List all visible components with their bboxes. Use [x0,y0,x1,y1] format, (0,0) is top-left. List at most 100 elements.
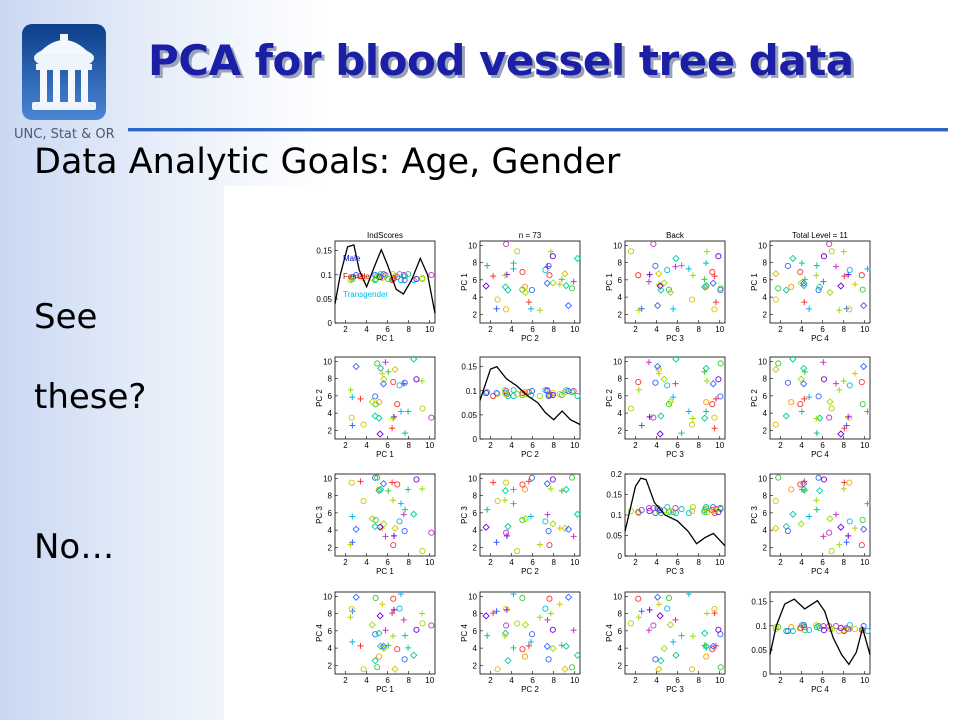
data-point [379,480,388,488]
data-point [545,262,552,269]
data-point [788,624,795,631]
data-point [816,487,824,495]
x-axis-label: PC 1 [376,685,394,694]
data-point [717,360,724,367]
data-point [561,270,569,278]
x-tick-label: 6 [820,558,825,567]
data-point [664,605,671,612]
data-point [715,376,722,383]
y-tick-label: 2 [328,426,333,435]
data-point [672,616,679,623]
data-point [501,497,508,504]
data-point [646,271,653,278]
data-point [410,651,418,659]
data-point [380,271,387,278]
data-point [685,408,692,415]
y-axis-label: PC 4 [315,624,324,642]
data-point [385,368,392,375]
x-tick-label: 4 [799,325,804,334]
data-point [664,382,671,389]
data-point [846,382,853,389]
panel-title: n = 73 [519,231,542,240]
x-tick-label: 8 [841,441,846,450]
y-tick-label: 2 [618,310,623,319]
y-tick-label: 6 [618,276,623,285]
x-tick-label: 4 [654,325,659,334]
y-tick-label: 6 [328,627,333,636]
data-point [772,497,779,505]
data-point [510,486,517,493]
y-tick-label: 10 [468,474,477,483]
data-point [360,666,367,673]
data-point [645,505,652,512]
data-point [813,430,820,437]
data-point [543,642,551,650]
data-point [549,644,557,653]
y-tick-label: 4 [328,644,333,653]
x-tick-label: 10 [860,441,869,450]
data-point [490,610,497,617]
data-point [653,362,662,371]
data-point [638,305,645,312]
data-point [858,272,865,279]
data-point [833,511,840,518]
data-point [419,405,426,412]
data-point [864,408,871,415]
data-point [826,398,834,406]
data-point [801,368,808,375]
data-point [816,283,824,291]
data-point [712,395,719,402]
data-point [482,282,490,290]
data-point [504,657,512,665]
data-point [806,394,813,401]
x-axis-label: PC 1 [376,450,394,459]
data-point [782,522,790,531]
data-point [419,620,426,627]
data-point [482,612,490,620]
data-point [813,272,820,279]
data-point [797,520,805,528]
data-point [798,408,805,415]
data-point [665,286,673,293]
data-point [556,281,563,288]
legend-transgender: Transgender [343,290,388,299]
data-point [703,377,710,384]
data-point [405,486,412,493]
data-point [670,394,677,401]
data-point [801,395,808,402]
data-point [528,474,536,481]
data-point [701,283,709,291]
y-tick-label: 0.15 [461,363,477,372]
x-tick-label: 2 [343,558,348,567]
data-point [419,548,426,555]
data-point [428,622,435,629]
x-tick-label: 8 [696,676,701,685]
data-point [672,355,680,363]
data-point [396,605,403,612]
x-tick-label: 8 [406,325,411,334]
data-point [784,379,791,386]
density-curve [479,365,581,426]
data-point [419,610,426,617]
data-point [836,307,843,314]
data-point [852,370,859,377]
data-point [859,286,866,293]
data-point [547,248,554,255]
data-point [525,478,532,485]
data-point [521,486,529,493]
x-tick-label: 10 [425,325,434,334]
data-point [711,273,718,280]
data-point [701,368,708,375]
y-tick-label: 8 [763,259,768,268]
data-point [772,421,779,428]
data-point [371,522,379,531]
data-point [846,626,853,633]
data-point [379,380,388,388]
data-point [711,610,718,617]
affiliation-label: UNC, Stat & OR [14,127,115,142]
data-point [789,510,797,518]
data-point [860,525,868,533]
x-tick-label: 10 [570,441,579,450]
y-tick-label: 10 [613,357,622,366]
data-point [828,548,835,555]
